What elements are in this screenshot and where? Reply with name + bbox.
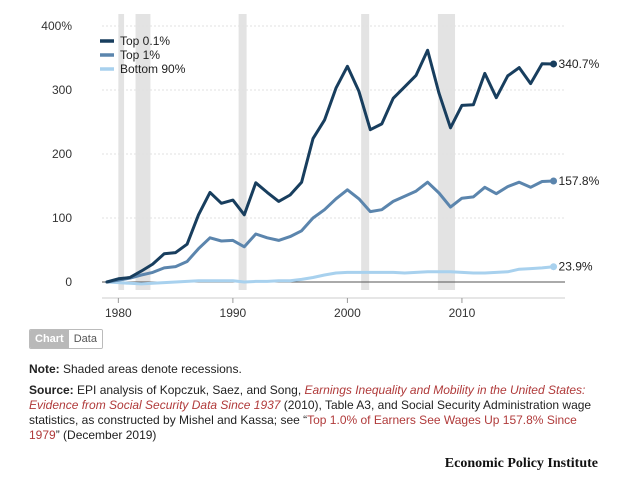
- legend-label-bottom-90: Bottom 90%: [120, 62, 186, 76]
- brand-logo: Economic Policy Institute: [444, 456, 598, 471]
- source: Source: EPI analysis of Kopczuk, Saez, a…: [29, 383, 599, 443]
- source-text-3: ” (December 2019): [55, 428, 157, 442]
- y-tick-label: 400%: [41, 19, 72, 33]
- legend-label-top-0-1: Top 0.1%: [120, 34, 170, 48]
- note-text: Shaded areas denote recessions.: [59, 362, 242, 376]
- series-end-point-bottom-90: [550, 263, 558, 271]
- series-line-top-0-1: [105, 48, 555, 284]
- legend-label-top-1: Top 1%: [120, 48, 160, 62]
- y-tick-label: 200: [52, 147, 72, 161]
- source-text-2: (2010), Table A3, and Social Security Ad…: [29, 398, 592, 427]
- series-line-top-1: [105, 179, 555, 284]
- recession-bands: [118, 14, 456, 290]
- source-label: Source:: [29, 383, 74, 397]
- series-end-point-top-1: [550, 177, 558, 185]
- axes: 0 100 200 300 400% 1980 1990 2000 2010: [41, 19, 565, 320]
- note-label: Note:: [29, 362, 60, 376]
- line-chart: 0 100 200 300 400% 1980 1990 2000 2010 23.9% 157.…: [41, 14, 600, 320]
- note: Note: Shaded areas denote recessions.: [29, 362, 599, 377]
- x-tick-label: 2010: [449, 306, 476, 320]
- gridlines: [102, 25, 565, 219]
- x-tick-label: 1990: [220, 306, 247, 320]
- series-end-label-bottom-90: 23.9%: [559, 260, 593, 274]
- recession-band-0: [118, 14, 125, 290]
- data-tab[interactable]: Data: [68, 330, 102, 348]
- recession-band-3: [361, 14, 370, 290]
- source-text-1: EPI analysis of Kopczuk, Saez, and Song,: [73, 383, 305, 397]
- series-end-point-top-0-1: [550, 60, 558, 68]
- x-tick-label: 1980: [105, 306, 132, 320]
- y-tick-label: 300: [52, 83, 72, 97]
- report-link[interactable]: Top 1.0% of Earners See Wages Up 157.8% …: [29, 413, 577, 442]
- y-tick-label: 0: [65, 275, 72, 289]
- series-line-bottom-90: [105, 265, 555, 286]
- series-lines: 23.9% 157.8% 340.7%: [105, 48, 600, 286]
- series-end-label-top-1: 157.8%: [559, 174, 600, 188]
- recession-band-1: [135, 14, 151, 290]
- recession-band-4: [437, 14, 456, 290]
- series-end-label-top-0-1: 340.7%: [559, 57, 600, 71]
- y-tick-label: 100: [52, 211, 72, 225]
- recession-band-2: [238, 14, 247, 290]
- x-tick-label: 2000: [334, 306, 361, 320]
- source-title-link[interactable]: Earnings Inequality and Mobility in the …: [29, 383, 586, 412]
- chart-data-toggle: Chart Data: [29, 329, 103, 349]
- legend: Top 0.1%Top 1%Bottom 90%: [100, 34, 186, 76]
- chart-tab[interactable]: Chart: [30, 330, 69, 348]
